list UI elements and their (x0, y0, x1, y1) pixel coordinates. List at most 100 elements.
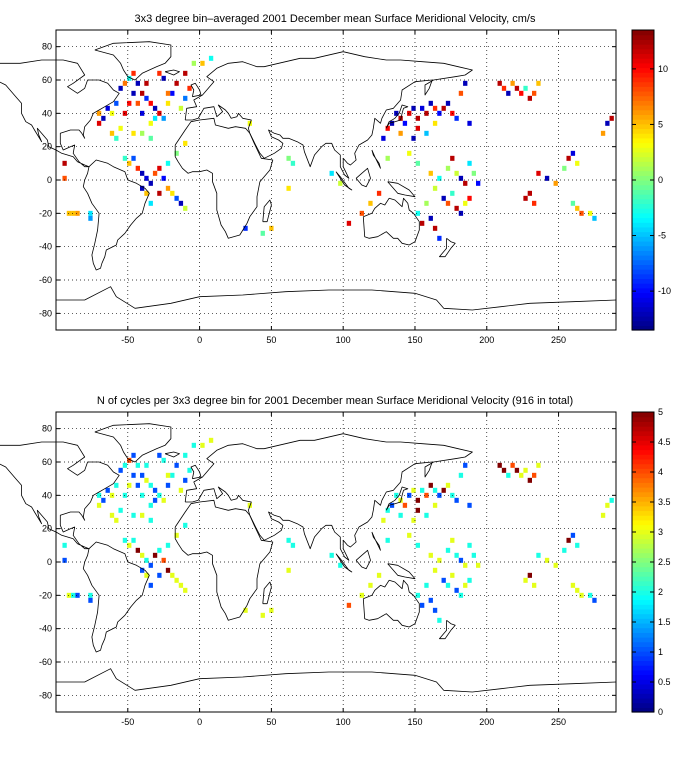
velocity-colorbar-segment (632, 53, 654, 59)
count-coastline (385, 486, 409, 511)
count-bin-cell (140, 567, 145, 573)
velocity-bin-cell (161, 75, 166, 81)
count-bin-cell (381, 517, 386, 523)
velocity-bin-cell (424, 130, 429, 136)
count-bin-cell (454, 552, 459, 558)
velocity-colorbar-segment (632, 48, 654, 55)
velocity-bin-cell (165, 90, 171, 96)
count-bin-cell (161, 557, 166, 563)
velocity-colorbar-segment (632, 39, 654, 45)
velocity-bin-cell (450, 190, 455, 196)
velocity-bin-cell (101, 115, 106, 121)
count-bin-cell (476, 562, 481, 568)
velocity-coastline (190, 82, 202, 98)
count-coastline (164, 451, 180, 458)
velocity-bin-cell (144, 80, 149, 86)
velocity-coastline (164, 69, 180, 76)
count-x-tick-label: 250 (551, 717, 566, 727)
meridional-velocity-map: -50 0 50 100 150 200 250-80-60-40-20020406080-… (0, 29, 671, 345)
count-bin-cell (140, 512, 145, 518)
count-colorbar-segment (632, 472, 654, 479)
velocity-y-tick-label: 80 (42, 42, 52, 52)
count-coastline (82, 541, 150, 653)
count-bin-cell (135, 462, 140, 468)
velocity-bin-cell (471, 170, 476, 176)
count-colorbar-segment (632, 412, 654, 418)
velocity-bin-cell (514, 85, 520, 91)
count-bin-cell (183, 587, 188, 593)
velocity-bin-cell (467, 160, 472, 166)
velocity-bin-cell (148, 180, 153, 186)
velocity-bin-cell (575, 160, 580, 166)
count-bin-cell (165, 542, 171, 548)
velocity-bin-cell (359, 210, 364, 216)
count-bin-cell (140, 492, 145, 498)
velocity-bin-cell (157, 70, 162, 76)
count-bin-cell (445, 482, 451, 488)
velocity-bin-cell (385, 125, 390, 131)
velocity-colorbar-segment (632, 250, 654, 256)
count-bin-cell (445, 547, 451, 553)
count-bin-cell (148, 482, 153, 488)
count-bin-cell (506, 472, 511, 478)
velocity-y-tick-label: 40 (42, 108, 52, 118)
count-bin-cell (75, 592, 80, 598)
velocity-colorbar-segment (632, 142, 654, 148)
velocity-bin-cell (187, 85, 192, 91)
velocity-coastline (439, 237, 456, 258)
count-colorbar-segment (632, 674, 654, 680)
velocity-bin-cell (454, 170, 459, 176)
count-bin-cell (497, 462, 502, 468)
count-bin-cell (114, 482, 119, 488)
velocity-colorbar-segment (632, 259, 654, 265)
velocity-y-tick-label: -40 (39, 242, 52, 252)
top-chart-title: 3x3 degree bin–averaged 2001 December me… (135, 13, 536, 25)
count-colorbar-segment (632, 421, 654, 427)
velocity-colorbar-segment (632, 100, 654, 106)
velocity-bin-cell (402, 120, 408, 126)
count-bin-cell (144, 557, 149, 563)
count-bin-cell (519, 472, 524, 478)
count-bin-cell (424, 512, 429, 518)
count-bin-cell (428, 482, 433, 488)
velocity-bin-cell (118, 125, 123, 131)
velocity-bin-cell (170, 90, 175, 96)
velocity-colorbar-segment (632, 81, 654, 87)
count-bin-cell (144, 462, 149, 468)
velocity-bin-cell (445, 200, 451, 206)
count-y-tick-label: 40 (42, 490, 52, 500)
velocity-bin-cell (152, 170, 158, 176)
velocity-colorbar-tick-label: 0 (658, 175, 663, 185)
cycle-count-map: -50 0 50 100 150 200 250-80-60-40-200204060800… (0, 407, 671, 727)
velocity-colorbar-segment (632, 62, 654, 69)
count-colorbar-segment (632, 604, 654, 610)
velocity-bin-cell (454, 115, 459, 121)
velocity-colorbar-segment (632, 287, 654, 294)
velocity-colorbar-segment (632, 245, 654, 251)
count-bin-cell (118, 507, 123, 513)
count-bin-cell (553, 562, 558, 568)
velocity-colorbar-segment (632, 119, 654, 125)
velocity-coastlines (0, 41, 617, 311)
velocity-bin-cell (428, 100, 433, 106)
count-colorbar-segment (632, 501, 654, 507)
velocity-y-tick-label: 0 (47, 175, 52, 185)
velocity-bin-cell (290, 160, 296, 166)
velocity-colorbar-segment (632, 151, 654, 158)
velocity-bin-cell (566, 155, 571, 161)
velocity-bin-cell (368, 200, 373, 206)
velocity-coastline (174, 117, 274, 239)
count-grid (56, 412, 616, 712)
velocity-bin-cell (62, 160, 67, 166)
count-bin-cell (152, 552, 158, 558)
velocity-bin-cell (389, 120, 395, 126)
count-bin-cell (165, 567, 171, 573)
count-bin-cell (467, 502, 472, 508)
count-colorbar-segment (632, 533, 654, 540)
count-colorbar-segment (632, 519, 654, 526)
count-bin-cell (566, 537, 571, 543)
count-bin-cell (346, 602, 352, 608)
velocity-colorbar-segment (632, 109, 654, 115)
count-bin-cell (415, 592, 420, 598)
